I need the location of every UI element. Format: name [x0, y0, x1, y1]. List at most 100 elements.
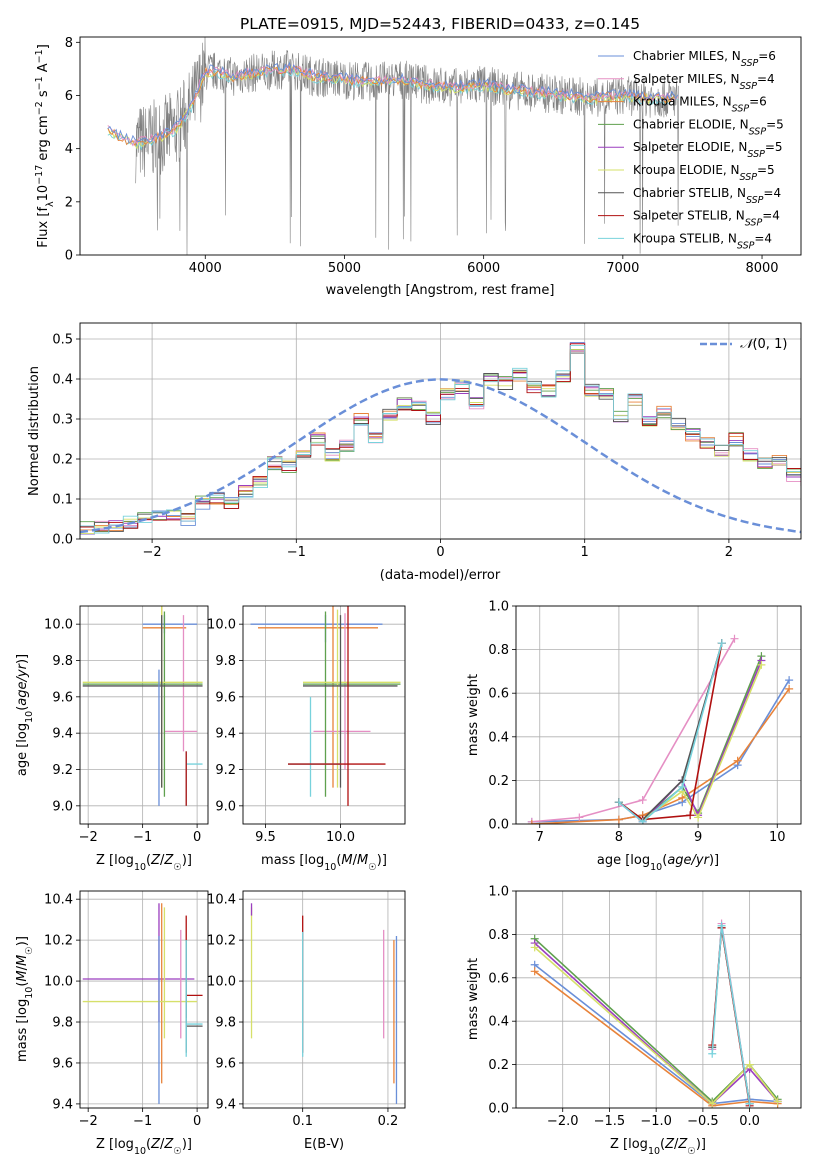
x-tick-label: 0 — [193, 830, 201, 845]
y-tick-label: 9.0 — [215, 799, 236, 814]
data-point-marker — [575, 813, 584, 822]
series-line — [618, 655, 763, 821]
y-tick-label: 10.2 — [44, 934, 73, 949]
x-tick-label: 9 — [694, 830, 702, 845]
series-line — [711, 925, 751, 1104]
data-point-marker — [717, 921, 726, 930]
mass_vs_Z-plot-area — [82, 903, 203, 1104]
histogram-step-line — [80, 345, 801, 539]
data-point-marker — [717, 639, 726, 648]
data-point-marker — [638, 796, 647, 805]
hist-frame — [79, 322, 802, 540]
age_vs_Z-plot-area — [82, 606, 203, 806]
age_vs_mass-axes: 9.5 10.0 9.0 9.2 9.4 9.6 9.8 10.0 mass [log10(M/… — [207, 605, 406, 873]
y-tick-label: 10.0 — [207, 975, 236, 990]
age_vs_mass-plot-area — [250, 606, 401, 806]
y-tick-label: 10.0 — [207, 618, 236, 633]
y-tick-label: 0.8 — [488, 928, 509, 943]
series-line — [711, 927, 751, 1104]
x-tick-label: 1 — [581, 545, 589, 560]
y-tick-label: 9.4 — [52, 727, 73, 742]
series-line — [711, 927, 751, 1106]
data-point-marker — [745, 1099, 754, 1108]
data-point-marker — [530, 943, 539, 952]
series-line — [531, 679, 790, 823]
y-tick-label: 0.8 — [488, 643, 509, 658]
x-axis-label: Z [log10(Z/Z☉)] — [96, 853, 192, 873]
y-tick-label: 6 — [65, 89, 73, 104]
data-point-marker — [785, 684, 794, 693]
data-point-marker — [530, 967, 539, 976]
y-tick-label: 0.6 — [488, 687, 509, 702]
series-line — [618, 660, 763, 823]
histogram-step-line — [80, 343, 801, 539]
spectrum-axes: 4000 5000 6000 7000 8000 0 2 4 6 8 Chabrier MILES,… — [34, 36, 802, 298]
y-tick-label: 9.4 — [215, 727, 236, 742]
x-tick-label: 0.0 — [739, 1114, 760, 1129]
y-tick-label: 9.6 — [52, 690, 73, 705]
data-point-marker — [757, 660, 766, 669]
y-axis-label: Flux [fλ10−17 erg cm−2 s−1 A−1] — [34, 44, 56, 248]
y-tick-label: 9.2 — [215, 763, 236, 778]
data-point-marker — [730, 634, 739, 643]
x-tick-label: −0.5 — [687, 1114, 719, 1129]
data-point-marker — [773, 1097, 782, 1106]
x-tick-label: −1 — [133, 1114, 152, 1129]
x-tick-label: −2 — [79, 830, 98, 845]
x-tick-label: 4000 — [189, 261, 222, 276]
y-tick-label: 0.0 — [52, 533, 73, 548]
mass_vs_EBV-plot-area — [250, 903, 398, 1104]
data-point-marker — [678, 782, 687, 791]
histogram-step-line — [80, 342, 801, 539]
legend-label: Kroupa STELIB, NSSP=4 — [633, 231, 772, 251]
model-spectrum-line — [107, 61, 679, 143]
x-tick-label: −2 — [79, 1114, 98, 1129]
y-tick-label: 9.0 — [52, 799, 73, 814]
x-tick-label: 7 — [536, 830, 544, 845]
legend-label: Salpeter ELODIE, NSSP=5 — [633, 140, 783, 160]
y-tick-label: 9.8 — [215, 1016, 236, 1031]
spectrum-legend: Chabrier MILES, NSSP=6 Salpeter MILES, NS… — [598, 49, 784, 251]
y-tick-label: 0 — [65, 249, 73, 264]
x-tick-label: 9.5 — [255, 830, 276, 845]
age_vs_Z-frame — [79, 605, 209, 825]
y-tick-label: 0.1 — [52, 493, 73, 508]
legend-label: Chabrier ELODIE, NSSP=5 — [633, 117, 784, 137]
legend-label: 𝒩(0, 1) — [740, 337, 787, 352]
mass_vs_EBV-frame — [242, 890, 406, 1109]
y-tick-label: 0.0 — [488, 1102, 509, 1117]
y-tick-label: 10.0 — [44, 618, 73, 633]
y-axis-label: mass weight — [466, 674, 481, 756]
legend-label: Salpeter MILES, NSSP=4 — [633, 72, 775, 92]
histogram-step-line — [80, 352, 801, 539]
data-point-marker — [694, 813, 703, 822]
hist-plot-area — [80, 342, 801, 539]
massweight_vs_Z-axes: −2.0 −1.5 −1.0 −0.5 0.0 0.0 0.2 0.4 0.6 0.8 1.0 Z [… — [466, 885, 802, 1157]
series-line — [618, 642, 723, 823]
x-axis-label: mass [log10(M/M☉)] — [261, 853, 387, 873]
age_vs_Z-axes: −2 −1 0 9.0 9.2 9.4 9.6 9.8 10.0 Z [log10(Z/Z☉)] a… — [15, 605, 209, 873]
x-tick-label: 7000 — [606, 261, 639, 276]
data-point-marker — [686, 811, 695, 820]
x-tick-label: 6000 — [467, 261, 500, 276]
series-line — [531, 638, 736, 823]
data-point-marker — [614, 815, 623, 824]
y-tick-label: 9.4 — [52, 1097, 73, 1112]
y-tick-label: 0.3 — [52, 413, 73, 428]
spectrum-frame — [79, 36, 802, 256]
x-tick-label: 5000 — [328, 261, 361, 276]
model-spectrum-line — [107, 64, 679, 147]
y-tick-label: 9.8 — [52, 654, 73, 669]
x-tick-label: −1 — [133, 830, 152, 845]
legend-label: Salpeter STELIB, NSSP=4 — [633, 209, 780, 229]
data-point-marker — [785, 676, 794, 685]
data-point-marker — [614, 798, 623, 807]
y-axis-label: age [log10(age/yr)] — [15, 654, 35, 776]
y-tick-label: 9.6 — [215, 1056, 236, 1071]
x-tick-label: −1 — [287, 545, 306, 560]
y-tick-label: 10.4 — [44, 893, 73, 908]
y-tick-label: 10.4 — [207, 893, 236, 908]
series-line — [534, 946, 779, 1105]
mass_vs_Z-frame — [79, 890, 209, 1109]
